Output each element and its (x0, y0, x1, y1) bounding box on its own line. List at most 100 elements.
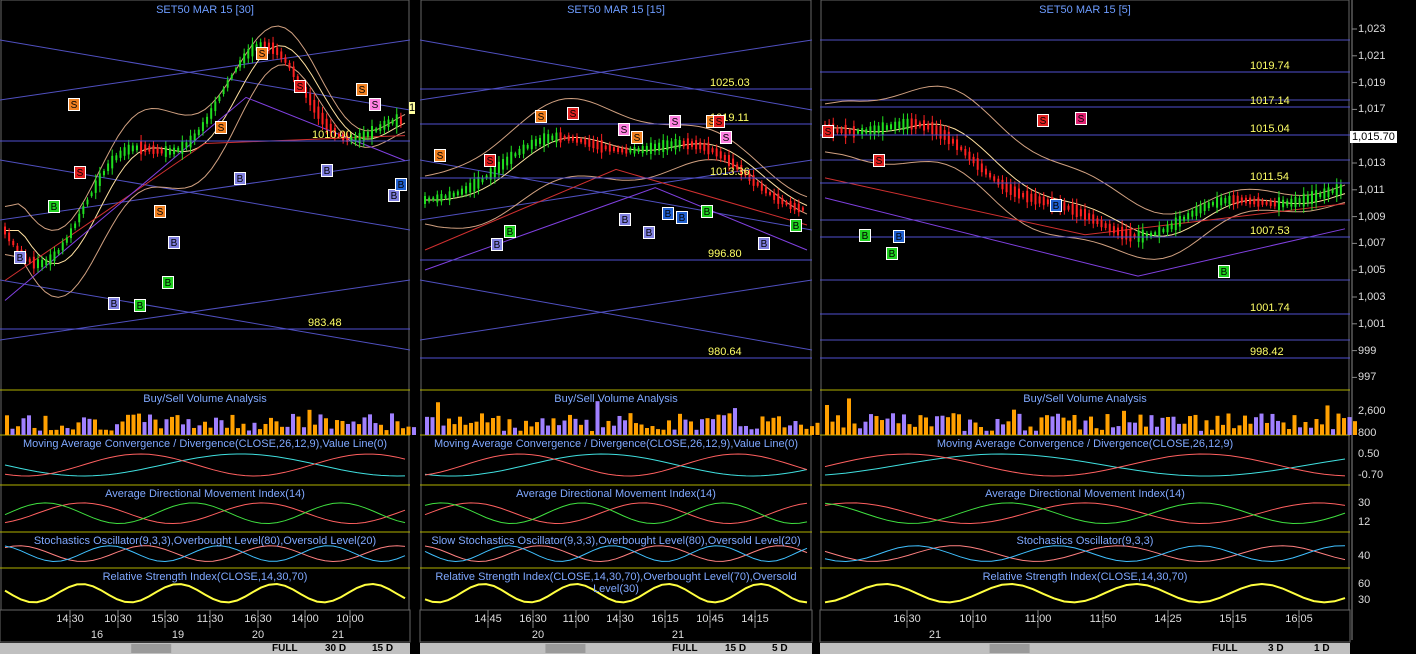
indicator-title: Relative Strength Index(CLOSE,14,30,70),… (435, 571, 797, 595)
volume-bar (891, 413, 895, 435)
candle-body (53, 251, 56, 262)
candle-body (1294, 196, 1297, 208)
toolbar-button[interactable]: 1 D (1314, 643, 1330, 654)
indicator-title: Relative Strength Index(CLOSE,14,30,70) (102, 571, 308, 583)
volume-bar (357, 424, 361, 435)
current-price: 1,015.70 (1350, 131, 1397, 143)
candle-body (964, 148, 967, 156)
candle-body (1154, 232, 1157, 236)
volume-bar (935, 416, 939, 435)
toolbar-button[interactable]: 30 D (325, 643, 347, 654)
candle-body (785, 201, 788, 205)
candle-body (947, 131, 950, 145)
signal-marker: B (676, 211, 688, 224)
toolbar-button[interactable]: 30 M (1358, 643, 1381, 654)
volume-bar (836, 415, 840, 435)
toolbar-button[interactable]: 15 D (725, 643, 747, 654)
volume-bar (1160, 417, 1165, 435)
volume-bar (1166, 417, 1170, 435)
candle-body (923, 120, 926, 131)
price-level-label: 1001.74 (1250, 302, 1290, 314)
toolbar-button[interactable]: 15 D (372, 643, 394, 654)
volume-bar (940, 415, 945, 435)
volume-bar (968, 419, 972, 435)
candle-body (189, 135, 192, 148)
volume-bar (733, 408, 737, 435)
candle-body (530, 139, 533, 150)
signal-marker: B (619, 213, 631, 226)
candle-body (210, 108, 213, 119)
candle-body (539, 137, 542, 144)
indicator-line (424, 453, 808, 477)
time-label: 14:30 (606, 613, 634, 625)
indicator-title: Average Directional Movement Index(14) (985, 488, 1185, 500)
volume-bar (142, 422, 147, 435)
signal-marker: B (1050, 199, 1062, 212)
candle-body (395, 114, 398, 128)
volume-bar (109, 430, 114, 435)
volume-bar (32, 427, 37, 435)
volume-bar (946, 417, 950, 435)
candle-body (49, 254, 52, 266)
indicator-line (424, 582, 808, 604)
volume-bar (307, 409, 312, 435)
candle-body (119, 150, 122, 158)
candle-body (8, 232, 11, 242)
volume-bar (318, 414, 323, 435)
signal-marker: B (388, 189, 400, 202)
volume-bar (1353, 421, 1357, 435)
candle-body (214, 101, 217, 112)
candle-body (379, 124, 382, 131)
toolbar-button[interactable]: 5 D (772, 643, 788, 654)
candle-body (338, 133, 341, 137)
candle-body (1178, 216, 1181, 227)
time-label: 16:30 (244, 613, 272, 625)
volume-bar (197, 425, 202, 435)
candle-body (98, 173, 101, 186)
signal-marker: B (108, 297, 120, 310)
candle-body (781, 197, 784, 205)
volume-bar (907, 424, 912, 435)
candle-body (1236, 195, 1239, 205)
volume-bar (447, 418, 451, 435)
signal-marker: S (713, 115, 725, 128)
volume-bar (241, 423, 246, 435)
toolbar-button[interactable]: 3 D (1268, 643, 1284, 654)
volume-bar (49, 430, 53, 435)
band-line (425, 137, 808, 206)
volume-bar (1116, 426, 1121, 435)
toolbar-button[interactable]: FULL (272, 643, 298, 654)
volume-bar (628, 413, 633, 435)
volume-bar (208, 427, 213, 435)
indicator-line (4, 502, 406, 525)
volume-bar (689, 421, 693, 435)
trend-line (0, 39, 411, 101)
candle-body (748, 173, 751, 181)
candle-body (259, 42, 262, 50)
volume-bar (661, 429, 666, 435)
volume-bar (1221, 424, 1225, 435)
indicator-axis-label: 0.50 (1358, 448, 1380, 460)
candle-body (1224, 197, 1227, 204)
candle-body (1261, 200, 1264, 205)
signal-marker: S (720, 131, 732, 144)
volume-bar (1072, 414, 1077, 435)
candle-body (756, 182, 759, 186)
volume-bar (896, 423, 901, 435)
volume-bar (104, 429, 108, 435)
candle-body (1141, 229, 1144, 243)
toolbar-button[interactable]: FULL (672, 643, 698, 654)
volume-bar (93, 419, 97, 435)
toolbar-button[interactable]: FULL (1212, 643, 1238, 654)
volume-bar (667, 420, 671, 435)
signal-marker: S (74, 166, 86, 179)
panel-frame (0, 0, 410, 629)
candle-body (230, 74, 233, 79)
volume-bar (557, 425, 561, 435)
band-line (424, 159, 808, 229)
signal-marker: S (873, 154, 885, 167)
volume-bar (214, 417, 218, 435)
volume-bar (1270, 413, 1275, 435)
candle-body (32, 256, 35, 269)
